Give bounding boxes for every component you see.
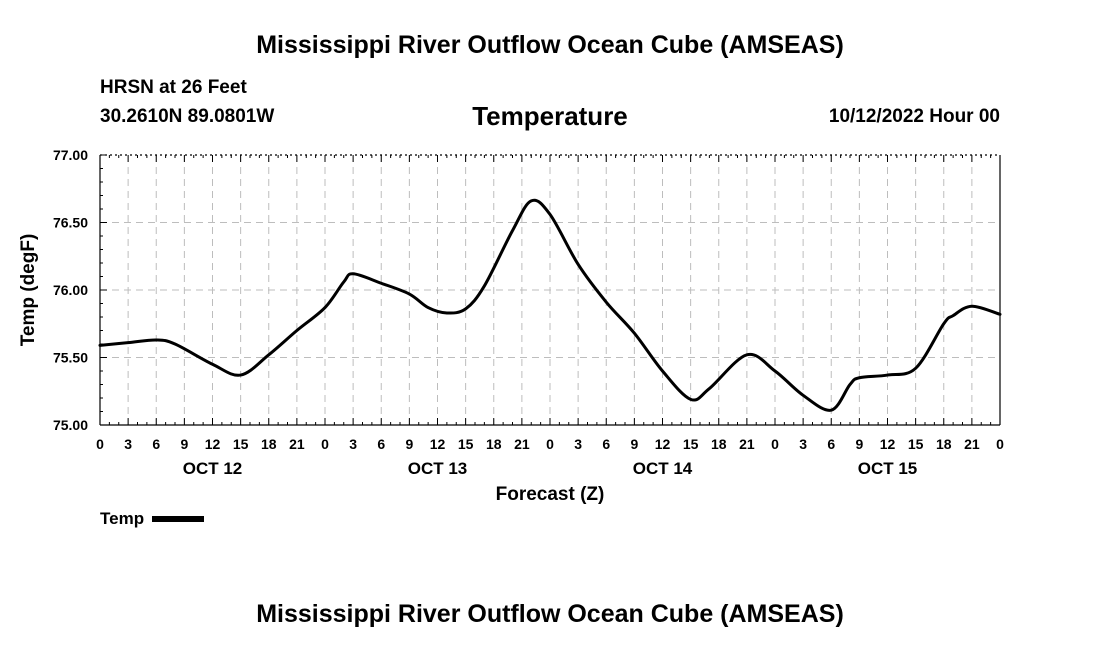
x-tick-label: 6 [152,436,160,452]
x-day-label: OCT 13 [408,459,468,478]
x-tick-label: 12 [205,436,221,452]
x-tick-label: 3 [349,436,357,452]
x-tick-label: 18 [936,436,952,452]
x-tick-label: 12 [430,436,446,452]
x-tick-label: 12 [655,436,671,452]
footer-title: Mississippi River Outflow Ocean Cube (AM… [256,600,844,628]
x-tick-label: 21 [514,436,530,452]
x-tick-label: 9 [855,436,863,452]
y-tick-label: 77.00 [53,147,88,163]
x-axis-title: Forecast (Z) [496,484,605,505]
y-axis-title: Temp (degF) [18,234,39,347]
x-tick-label: 0 [771,436,779,452]
x-tick-label: 9 [180,436,188,452]
x-tick-label: 15 [458,436,474,452]
x-day-label: OCT 12 [183,459,243,478]
x-tick-label: 15 [908,436,924,452]
x-tick-label: 9 [405,436,413,452]
x-tick-label: 18 [261,436,277,452]
x-tick-label: 21 [964,436,980,452]
x-tick-label: 0 [96,436,104,452]
series-line-temp [98,198,1002,412]
y-tick-label: 75.00 [53,417,88,433]
x-tick-label: 15 [233,436,249,452]
x-tick-label: 3 [124,436,132,452]
x-tick-label: 0 [321,436,329,452]
x-tick-label: 3 [574,436,582,452]
forecast-date-label: 10/12/2022 Hour 00 [828,106,1000,127]
legend-line-swatch [152,516,205,522]
x-tick-label: 15 [683,436,699,452]
x-tick-label: 0 [996,436,1004,452]
x-tick-label: 6 [827,436,835,452]
x-tick-label: 12 [880,436,896,452]
coordinates-label: 30.2610N 89.0801W [100,106,275,127]
x-tick-label: 9 [630,436,638,452]
x-tick-label: 21 [289,436,305,452]
x-tick-label: 0 [546,436,554,452]
chart-main-title: Mississippi River Outflow Ocean Cube (AM… [256,31,844,59]
x-tick-label: 6 [602,436,610,452]
y-tick-label: 76.50 [53,215,88,231]
x-tick-label: 6 [377,436,385,452]
x-day-label: OCT 15 [858,459,918,478]
station-label: HRSN at 26 Feet [100,77,247,98]
y-tick-label: 76.00 [53,282,88,298]
y-tick-label: 75.50 [53,350,88,366]
x-tick-label: 18 [711,436,727,452]
legend-label: Temp [100,509,145,528]
legend: Temp [100,509,205,529]
x-tick-label: 21 [739,436,755,452]
x-tick-label: 3 [799,436,807,452]
x-day-label: OCT 14 [633,459,693,478]
x-tick-label: 18 [486,436,502,452]
variable-title: Temperature [472,101,628,131]
